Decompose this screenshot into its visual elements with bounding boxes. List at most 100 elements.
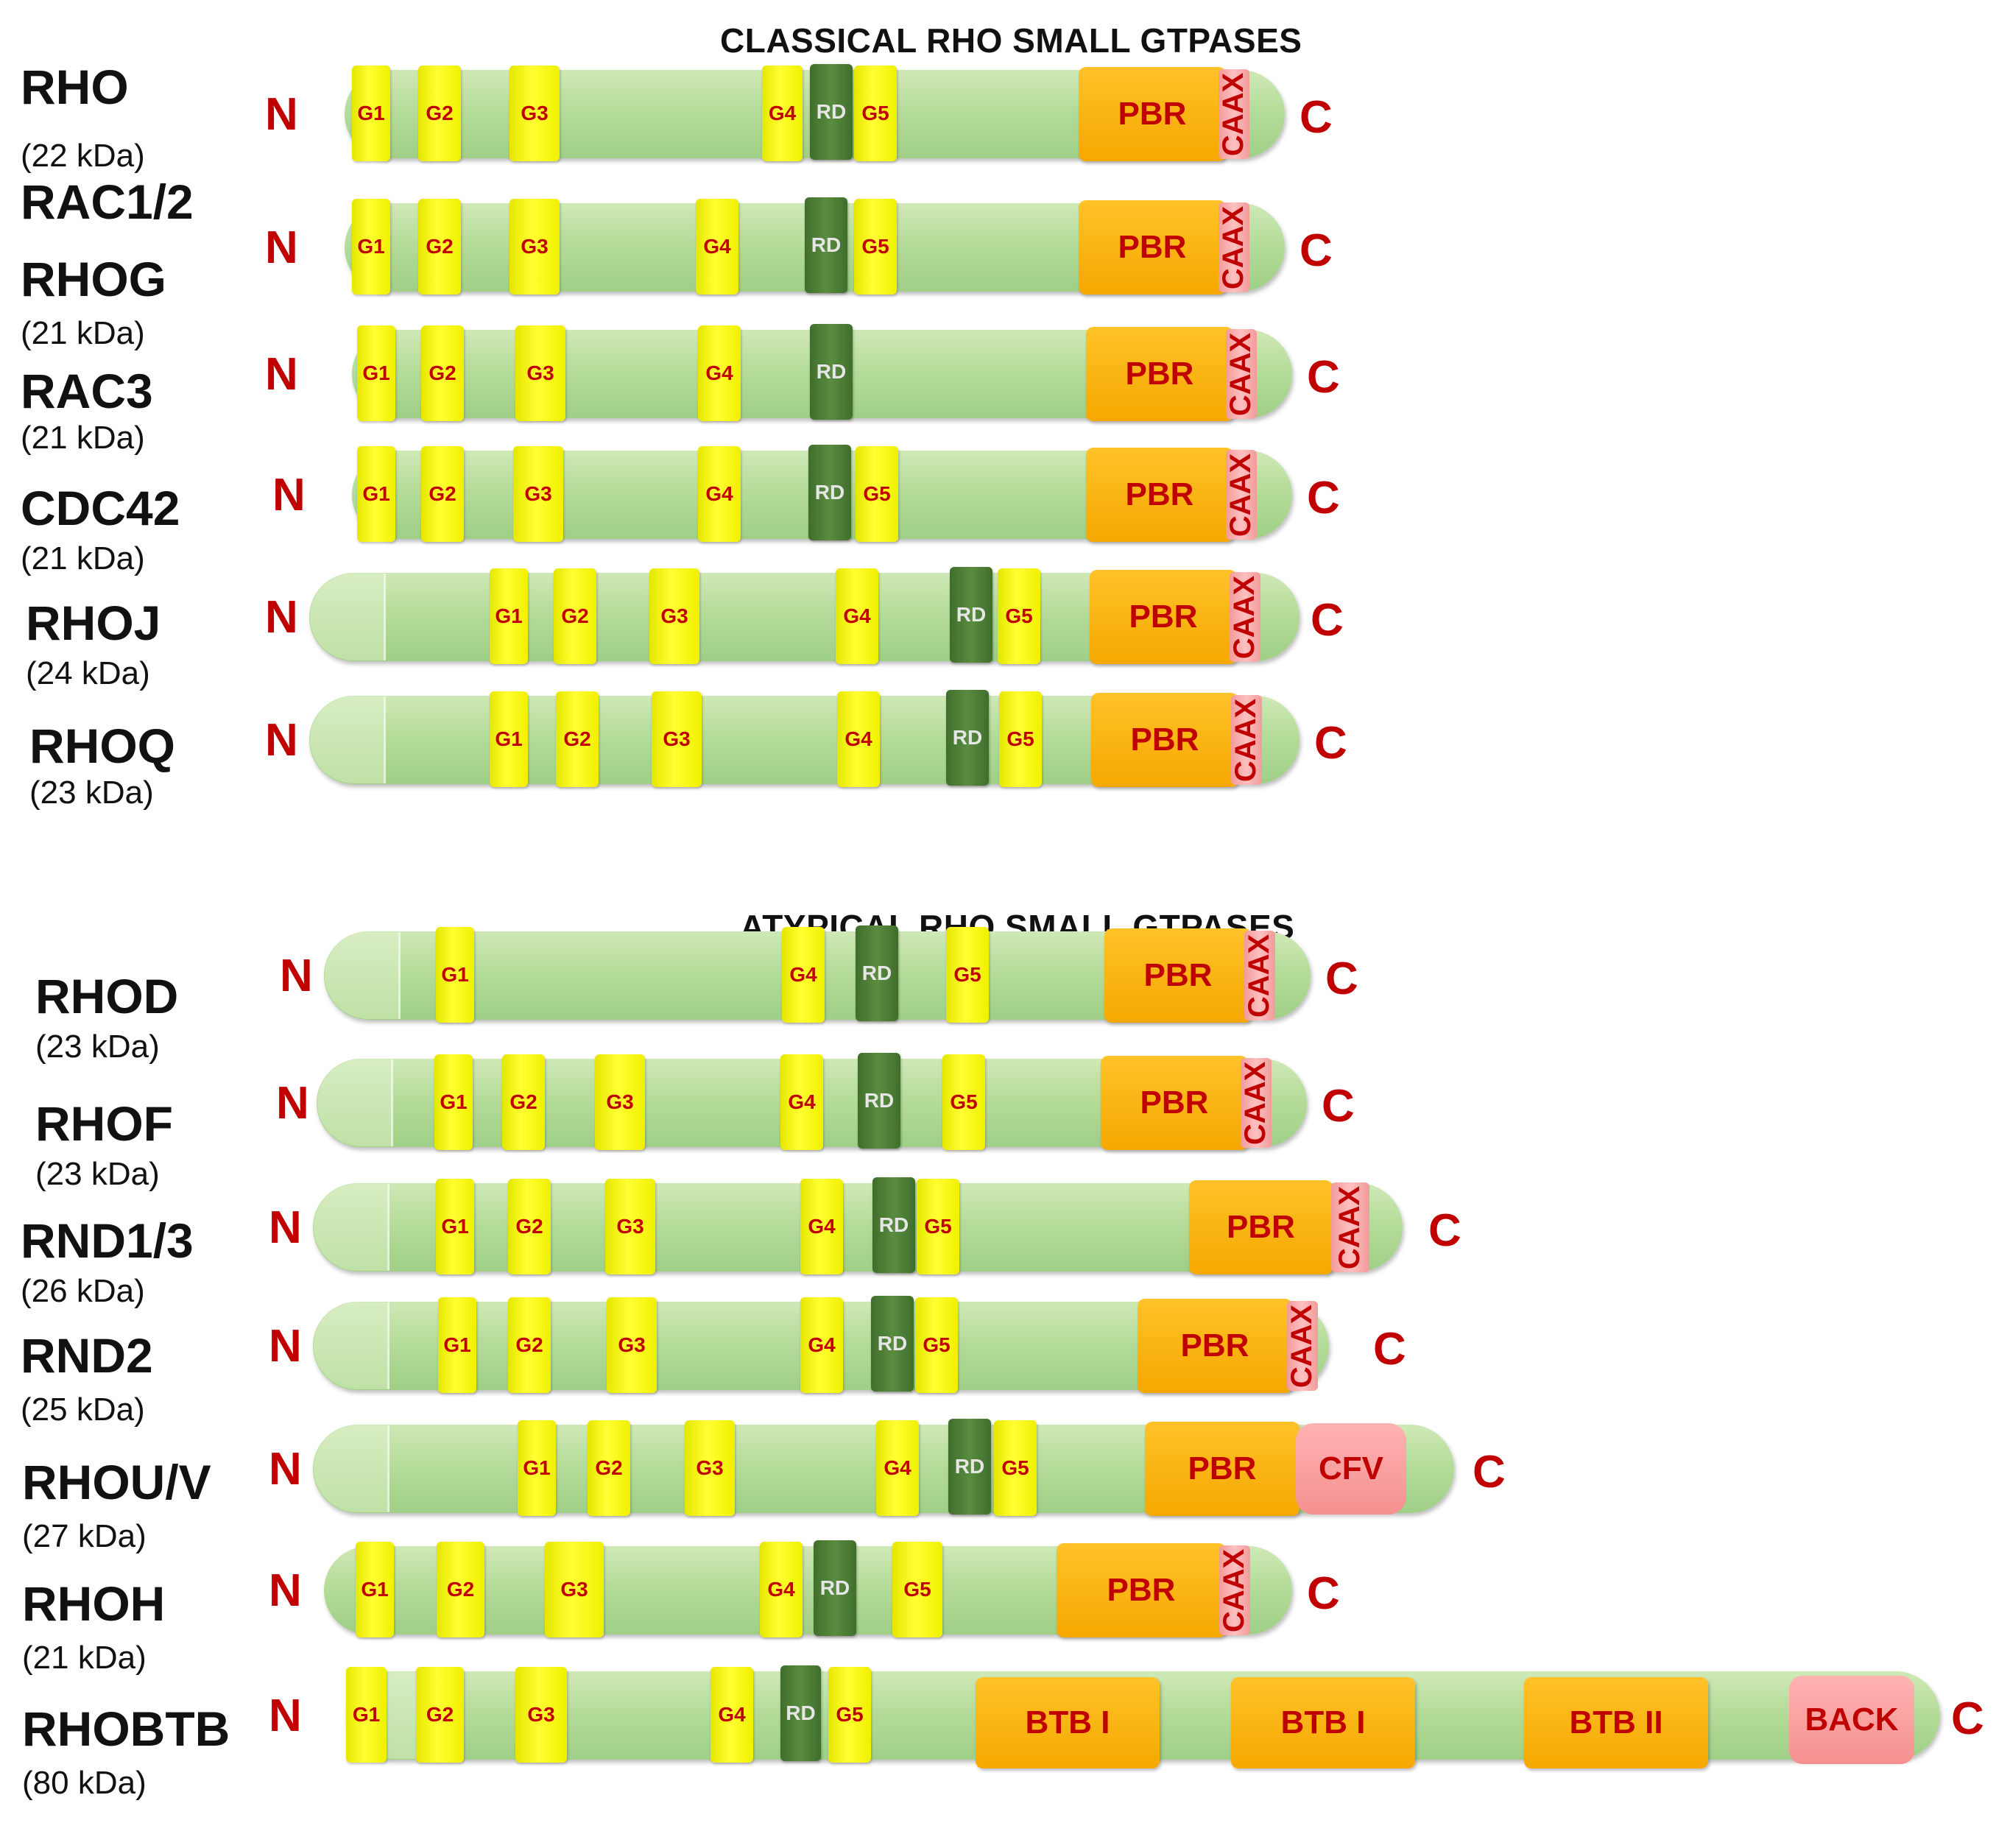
classical-section-title: CLASSICAL RHO SMALL GTPASES (720, 21, 1302, 60)
protein-mass: (23 kDa) (29, 775, 154, 811)
protein-mass: (21 kDa) (21, 420, 145, 456)
protein-name: RHOU/V (22, 1455, 211, 1509)
g2-domain: G2 (508, 1179, 551, 1274)
g5-domain: G5 (828, 1667, 871, 1763)
g5-domain: G5 (917, 1179, 959, 1274)
n-terminus-label: N (269, 1202, 302, 1253)
g4-domain: G4 (760, 1542, 803, 1637)
btb1-domain: BTB I (976, 1677, 1160, 1768)
protein-name: RHOQ (29, 719, 175, 773)
g4-domain: G4 (782, 927, 825, 1023)
caax-domain: CAAX (1225, 329, 1258, 419)
pbr-domain: PBR (1091, 693, 1238, 787)
n-terminus-label: N (265, 222, 298, 273)
protein-mass: (26 kDa) (21, 1273, 145, 1309)
rd-domain: RD (814, 1540, 856, 1636)
g2-domain: G2 (554, 568, 596, 664)
g5-domain: G5 (942, 1054, 985, 1150)
n-terminus-label: N (269, 1321, 302, 1372)
protein-mass: (21 kDa) (22, 1640, 147, 1676)
rd-domain: RD (808, 445, 851, 540)
g4-domain: G4 (800, 1179, 843, 1274)
n-terminal-extension (310, 574, 386, 660)
g5-domain: G5 (854, 66, 897, 161)
g2-domain: G2 (416, 1667, 464, 1763)
rd-domain: RD (946, 690, 989, 786)
g5-domain: G5 (999, 691, 1042, 787)
g1-domain: G1 (346, 1667, 387, 1763)
c-terminus-label: C (1473, 1447, 1506, 1498)
protein-name: RND1/3 (21, 1213, 194, 1268)
rd-domain: RD (810, 324, 853, 420)
g3-domain: G3 (607, 1297, 657, 1393)
caax-domain: CAAX (1218, 69, 1250, 159)
btb1-domain: BTB I (1231, 1677, 1415, 1768)
n-terminus-label: N (265, 349, 298, 400)
g5-domain: G5 (856, 446, 898, 542)
protein-name: RHO (21, 60, 129, 114)
caax-domain: CAAX (1218, 202, 1250, 292)
n-terminus-label: N (276, 1078, 309, 1129)
g2-domain: G2 (588, 1420, 630, 1516)
g2-domain: G2 (437, 1542, 484, 1637)
caax-domain: CAAX (1244, 931, 1276, 1020)
g3-domain: G3 (685, 1420, 735, 1516)
n-terminus-label: N (272, 470, 306, 521)
n-terminal-extension (314, 1425, 389, 1512)
n-terminus-label: N (265, 715, 298, 766)
g5-domain: G5 (994, 1420, 1037, 1516)
rd-domain: RD (872, 1177, 915, 1273)
caax-domain: CAAX (1225, 450, 1258, 540)
n-terminus-label: N (265, 592, 298, 643)
g2-domain: G2 (508, 1297, 551, 1393)
pbr-domain: PBR (1057, 1543, 1226, 1637)
g1-domain: G1 (357, 446, 395, 542)
g2-domain: G2 (418, 199, 461, 295)
g3-domain: G3 (605, 1179, 655, 1274)
btb2-domain: BTB II (1524, 1677, 1708, 1768)
protein-name: RAC1/2 (21, 174, 194, 229)
c-terminus-label: C (1307, 1568, 1340, 1619)
g2-domain: G2 (421, 325, 464, 421)
g1-domain: G1 (352, 199, 390, 295)
n-terminus-label: N (269, 1565, 302, 1616)
c-terminus-label: C (1325, 953, 1358, 1004)
g5-domain: G5 (892, 1542, 942, 1637)
c-terminus-label: C (1307, 473, 1340, 523)
g3-domain: G3 (649, 568, 699, 664)
n-terminal-extension (317, 1059, 393, 1146)
g1-domain: G1 (434, 1054, 473, 1150)
c-terminus-label: C (1314, 718, 1347, 769)
rd-domain: RD (810, 64, 853, 160)
c-terminus-label: C (1307, 352, 1340, 403)
protein-row-rhoj: RHOJ (24 kDa) N C G1 G2 G3 G4 RD G5 PBR CAAX (0, 0, 1996, 690)
n-terminal-extension (314, 1184, 389, 1271)
pbr-domain: PBR (1101, 1056, 1248, 1150)
g5-domain: G5 (854, 199, 897, 295)
protein-mass: (21 kDa) (21, 315, 145, 351)
rd-domain: RD (858, 1053, 900, 1149)
pbr-domain: PBR (1079, 200, 1226, 295)
protein-row-rhof: RHOF (23 kDa) N C G1 G2 G3 G4 RD G5 PBR CAAX (0, 0, 1996, 1191)
protein-name: RND2 (21, 1328, 153, 1383)
protein-row-rnd1-3: RND1/3 (26 kDa) N C G1 G2 G3 G4 RD G5 PBR CAAX (0, 0, 1996, 1308)
c-terminus-label: C (1322, 1081, 1355, 1132)
g4-domain: G4 (876, 1420, 919, 1516)
g3-domain: G3 (513, 446, 563, 542)
g5-domain: G5 (998, 568, 1040, 664)
g3-domain: G3 (509, 66, 560, 161)
g1-domain: G1 (356, 1542, 394, 1637)
g4-domain: G4 (710, 1667, 753, 1763)
protein-mass: (24 kDa) (26, 655, 150, 691)
g5-domain: G5 (915, 1297, 958, 1393)
c-terminus-label: C (1299, 92, 1333, 143)
back-domain: BACK (1789, 1676, 1914, 1764)
g1-domain: G1 (490, 691, 528, 787)
g4-domain: G4 (762, 66, 803, 161)
c-terminus-label: C (1951, 1693, 1984, 1744)
protein-name-secondary: RHOG (21, 252, 166, 306)
protein-name: RHOJ (26, 596, 161, 650)
c-terminus-label: C (1373, 1324, 1406, 1375)
caax-domain: CAAX (1230, 695, 1263, 785)
